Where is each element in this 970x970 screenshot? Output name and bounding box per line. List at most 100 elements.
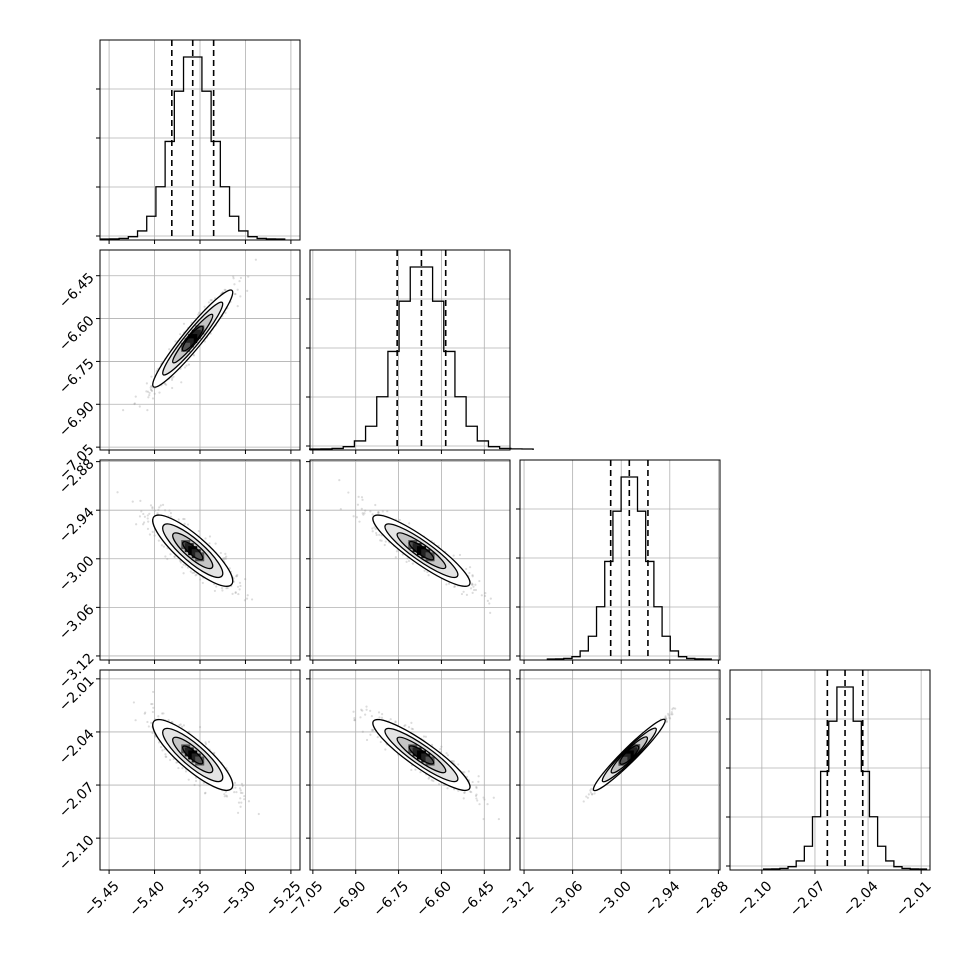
scatter-point [159,746,163,749]
scatter-point [233,781,237,785]
scatter-point [210,298,213,302]
scatter-point [153,534,156,537]
density-cell [425,552,435,562]
scatter-point [445,752,448,755]
scatter-point [470,790,473,794]
scatter-point [380,539,383,542]
scatter-point [668,716,671,719]
scatter-point [359,716,362,719]
y-tick-label: −2.04 [56,726,98,768]
scatter-point [372,728,375,732]
scatter-point [586,796,590,799]
scatter-point [149,385,153,388]
scatter-point [376,736,379,739]
scatter-point [233,791,236,794]
scatter-point [192,354,196,357]
scatter-point [371,513,374,516]
y-tick-label: −2.07 [56,779,98,821]
scatter-point [174,340,177,343]
scatter-point [472,588,476,592]
scatter-point [204,742,208,746]
scatter-point [590,787,593,790]
scatter-point [671,713,674,716]
scatter-point [151,710,154,714]
panel-content [352,705,500,821]
scatter-point [148,391,151,395]
scatter-point [365,738,369,742]
scatter-point [145,390,148,393]
scatter-point [587,793,590,796]
scatter-point [469,587,473,590]
contour-line [162,523,224,579]
scatter-point [159,504,162,507]
scatter-point [475,785,478,789]
scatter-point [370,728,374,731]
scatter-point [463,791,466,794]
contour-line [172,532,214,570]
scatter-point [186,566,190,569]
scatter-point [489,597,492,600]
contour-line [408,540,435,561]
scatter-point [156,512,159,515]
scatter-point [589,789,592,792]
scatter-point [467,770,470,773]
x-tick-label: −6.90 [328,878,370,920]
scatter-point [150,721,153,724]
scatter-point [432,779,435,783]
scatter-point [194,574,197,577]
scatter-point [406,557,409,560]
scatter-point [171,377,174,380]
scatter-point [377,510,380,514]
scatter-point [151,397,155,400]
scatter-point [405,560,408,563]
scatter-point [146,720,149,724]
scatter-point [445,583,448,586]
contour-line [172,313,214,364]
scatter-point [221,589,224,592]
scatter-point [214,542,217,545]
scatter-point [475,786,478,790]
scatter-point [152,706,155,709]
scatter-point [147,520,150,523]
scatter-point [462,797,465,800]
scatter-point [173,555,176,558]
scatter-point [474,588,478,592]
scatter-point [375,531,378,535]
scatter-point [369,709,372,712]
scatter-point [183,517,186,521]
x-tick-label: −5.35 [172,878,214,920]
scatter-point [236,573,239,577]
scatter-point [353,719,357,722]
panel-frame [99,459,301,661]
scatter-point [670,713,673,716]
scatter-point [395,550,399,553]
scatter-point [243,798,246,801]
x-tick-label: −2.04 [840,878,882,920]
scatter-point [237,801,241,804]
scatter-point [468,566,472,569]
scatter-point [239,584,242,588]
scatter-point [197,313,200,316]
scatter-point [380,716,384,719]
panel-frame [519,669,721,871]
scatter-point [232,275,235,278]
scatter-point [180,725,184,728]
scatter-point [116,491,119,494]
scatter-point [439,748,442,751]
x-tick-label: −2.10 [734,878,776,920]
scatter-point [357,495,360,498]
scatter-point [133,402,136,405]
y-tick-label: −6.90 [56,399,98,441]
y-tick-label: −2.10 [56,832,98,874]
scatter-point [471,780,474,784]
scatter-point [151,507,154,510]
x-tick-label: −2.94 [642,878,684,920]
scatter-point [482,817,485,821]
contour-line [372,718,471,792]
scatter-point [383,543,386,547]
scatter-point [426,570,429,574]
histogram-step [546,476,712,660]
scatter-point [169,553,172,556]
scatter-point [153,392,156,395]
scatter-point [489,611,492,614]
